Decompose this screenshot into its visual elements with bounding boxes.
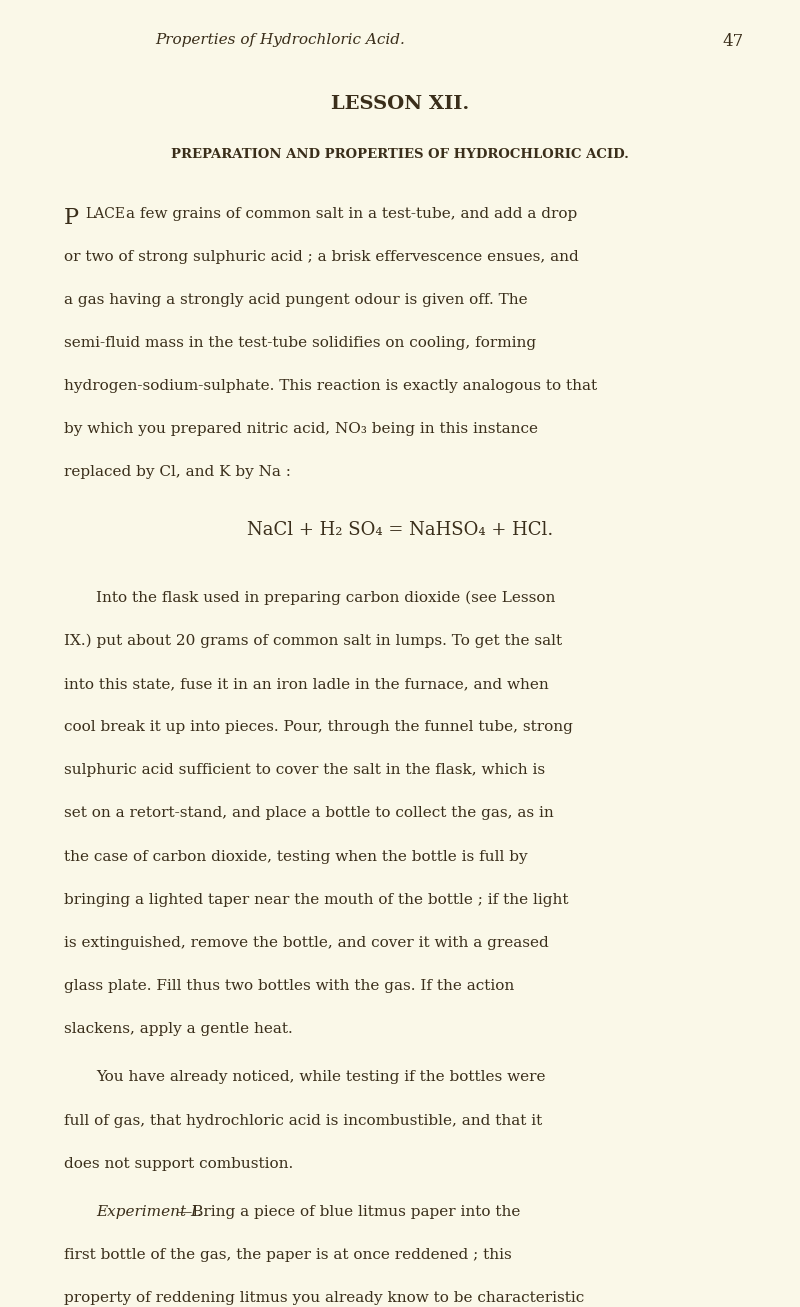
- Text: You have already noticed, while testing if the bottles were: You have already noticed, while testing …: [96, 1070, 546, 1085]
- Text: a gas having a strongly acid pungent odour is given off. The: a gas having a strongly acid pungent odo…: [64, 293, 528, 307]
- Text: LESSON XII.: LESSON XII.: [331, 95, 469, 114]
- Text: Into the flask used in preparing carbon dioxide (see Lesson: Into the flask used in preparing carbon …: [96, 591, 555, 605]
- Text: hydrogen-sodium-sulphate. This reaction is exactly analogous to that: hydrogen-sodium-sulphate. This reaction …: [64, 379, 597, 393]
- Text: is extinguished, remove the bottle, and cover it with a greased: is extinguished, remove the bottle, and …: [64, 936, 549, 950]
- Text: LACE: LACE: [85, 207, 125, 221]
- Text: NaCl + H₂ SO₄ = NaHSO₄ + HCl.: NaCl + H₂ SO₄ = NaHSO₄ + HCl.: [247, 521, 553, 540]
- Text: set on a retort-stand, and place a bottle to collect the gas, as in: set on a retort-stand, and place a bottl…: [64, 806, 554, 821]
- Text: full of gas, that hydrochloric acid is incombustible, and that it: full of gas, that hydrochloric acid is i…: [64, 1114, 542, 1128]
- Text: P: P: [64, 207, 79, 229]
- Text: —Bring a piece of blue litmus paper into the: —Bring a piece of blue litmus paper into…: [177, 1205, 521, 1219]
- Text: property of reddening litmus you already know to be characteristic: property of reddening litmus you already…: [64, 1291, 584, 1306]
- Text: into this state, fuse it in an iron ladle in the furnace, and when: into this state, fuse it in an iron ladl…: [64, 677, 549, 691]
- Text: 47: 47: [722, 33, 744, 50]
- Text: Experiment I.: Experiment I.: [96, 1205, 202, 1219]
- Text: first bottle of the gas, the paper is at once reddened ; this: first bottle of the gas, the paper is at…: [64, 1248, 512, 1263]
- Text: replaced by Cl, and K by Na :: replaced by Cl, and K by Na :: [64, 465, 291, 480]
- Text: PREPARATION AND PROPERTIES OF HYDROCHLORIC ACID.: PREPARATION AND PROPERTIES OF HYDROCHLOR…: [171, 148, 629, 161]
- Text: bringing a lighted taper near the mouth of the bottle ; if the light: bringing a lighted taper near the mouth …: [64, 893, 569, 907]
- Text: the case of carbon dioxide, testing when the bottle is full by: the case of carbon dioxide, testing when…: [64, 850, 528, 864]
- Text: semi-fluid mass in the test-tube solidifies on cooling, forming: semi-fluid mass in the test-tube solidif…: [64, 336, 536, 350]
- Text: or two of strong sulphuric acid ; a brisk effervescence ensues, and: or two of strong sulphuric acid ; a bris…: [64, 250, 578, 264]
- Text: a few grains of common salt in a test-tube, and add a drop: a few grains of common salt in a test-tu…: [126, 207, 578, 221]
- Text: IX.) put about 20 grams of common salt in lumps. To get the salt: IX.) put about 20 grams of common salt i…: [64, 634, 562, 648]
- Text: cool break it up into pieces. Pour, through the funnel tube, strong: cool break it up into pieces. Pour, thro…: [64, 720, 573, 735]
- Text: slackens, apply a gentle heat.: slackens, apply a gentle heat.: [64, 1022, 293, 1036]
- Text: sulphuric acid sufficient to cover the salt in the flask, which is: sulphuric acid sufficient to cover the s…: [64, 763, 545, 778]
- Text: does not support combustion.: does not support combustion.: [64, 1157, 294, 1171]
- Text: Properties of Hydrochloric Acid.: Properties of Hydrochloric Acid.: [155, 33, 405, 47]
- Text: glass plate. Fill thus two bottles with the gas. If the action: glass plate. Fill thus two bottles with …: [64, 979, 514, 993]
- Text: by which you prepared nitric acid, NO₃ being in this instance: by which you prepared nitric acid, NO₃ b…: [64, 422, 538, 437]
